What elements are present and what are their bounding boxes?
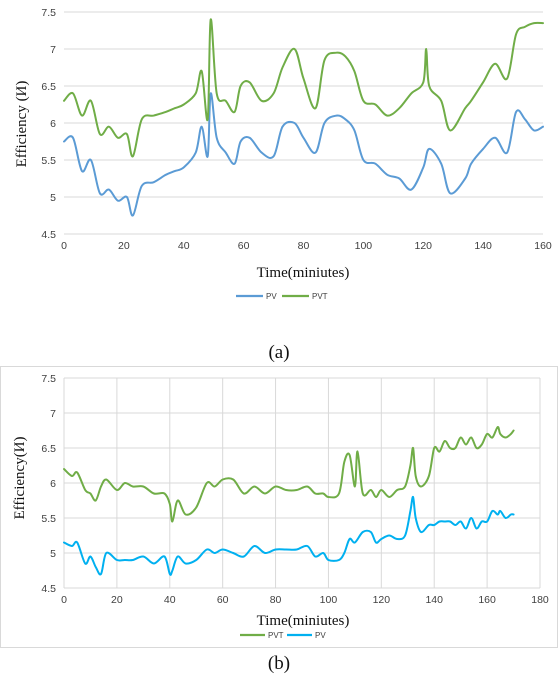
b-xtick-label: 20 — [111, 594, 123, 606]
b-xtick-label: 160 — [478, 594, 496, 606]
chart-a-legend: PV PVT — [236, 292, 328, 301]
b-series-pv-line — [63, 495, 515, 576]
a-xtick-label: 0 — [61, 240, 67, 252]
a-ytick-label: 7.5 — [41, 7, 56, 19]
a-xtick-label: 60 — [238, 240, 250, 252]
b-ytick-label: 5.5 — [41, 513, 56, 525]
b-xtick-label: 100 — [320, 594, 338, 606]
chart-a-legend-pvt: PVT — [312, 292, 328, 301]
b-ytick-label: 7.5 — [41, 373, 56, 385]
a-ytick-label: 7 — [50, 44, 56, 56]
chart-b-ylabel: Efficiency(И) — [12, 436, 28, 519]
a-ytick-label: 5.5 — [41, 155, 56, 167]
b-ytick-label: 5 — [50, 548, 56, 560]
b-ytick-label: 6 — [50, 478, 56, 490]
a-xtick-label: 160 — [534, 240, 552, 252]
chart-b-xlabel: Time(miniutes) — [257, 613, 350, 629]
chart-b-canvas: 4.555.566.577.50 20 40 60 80 100 120 140 160 180 … — [0, 366, 558, 648]
b-xtick-label: 120 — [373, 594, 391, 606]
a-xtick-label: 40 — [178, 240, 190, 252]
b-xtick-label: 0 — [61, 594, 67, 606]
b-xtick-label: 60 — [217, 594, 229, 606]
a-xtick-label: 120 — [414, 240, 432, 252]
a-ytick-label: 6 — [50, 118, 56, 130]
chart-b-legend: PVT PV — [240, 631, 326, 640]
b-ytick-label: 4.5 — [41, 583, 56, 595]
chart-a: 4.5 5 5.5 6 6.5 7 7.5 0 20 40 60 80 100 120 140 160 Eff… — [0, 0, 558, 318]
b-xtick-label: 80 — [270, 594, 282, 606]
a-ytick-label: 5 — [50, 192, 56, 204]
a-xtick-label: 20 — [118, 240, 130, 252]
a-ytick-label: 4.5 — [41, 229, 56, 241]
b-ytick-label: 6.5 — [41, 443, 56, 455]
b-xtick-label: 140 — [425, 594, 443, 606]
chart-b-legend-pvt: PVT — [268, 631, 284, 640]
chart-a-xlabel: Time(miniutes) — [257, 265, 350, 281]
chart-a-ylabel: Efficiency (И) — [14, 81, 30, 168]
a-series-pv-line — [63, 92, 544, 217]
b-xtick-label: 40 — [164, 594, 176, 606]
b-ytick-label: 7 — [50, 408, 56, 420]
caption-b: (b) — [267, 653, 291, 674]
a-xtick-label: 100 — [355, 240, 373, 252]
chart-b: 4.5 5 5.5 6 6.5 7 7.5 0 20 40 60 80 100 120 140 160 180 … — [0, 366, 558, 648]
b-series-pvt-line — [63, 426, 515, 523]
b-xtick-label: 180 — [531, 594, 549, 606]
caption-a: (a) — [268, 342, 290, 363]
a-ytick-label: 6.5 — [41, 81, 56, 93]
a-series-pvt-line — [63, 18, 544, 158]
a-xtick-label: 140 — [474, 240, 492, 252]
a-xtick-label: 80 — [298, 240, 310, 252]
chart-a-legend-pv: PV — [266, 292, 277, 301]
chart-b-legend-pv: PV — [315, 631, 326, 640]
chart-a-canvas: 4.5 5 5.5 6 6.5 7 7.5 0 20 40 60 80 100 120 140 160 Eff… — [14, 7, 552, 301]
